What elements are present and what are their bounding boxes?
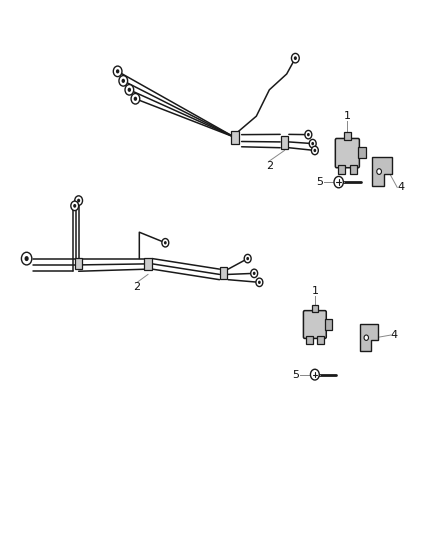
Bar — [337, 165, 344, 174]
Circle shape — [313, 149, 315, 152]
Circle shape — [376, 169, 381, 174]
Bar — [75, 259, 82, 269]
Circle shape — [306, 133, 309, 136]
Circle shape — [308, 140, 315, 148]
Circle shape — [333, 176, 343, 188]
Text: 5: 5 — [316, 177, 323, 187]
FancyBboxPatch shape — [303, 311, 325, 338]
FancyBboxPatch shape — [335, 139, 359, 168]
Circle shape — [293, 56, 296, 60]
Circle shape — [134, 96, 137, 101]
Bar — [311, 305, 318, 312]
Circle shape — [21, 252, 32, 265]
Bar — [305, 336, 312, 344]
Bar — [230, 131, 238, 144]
Polygon shape — [359, 324, 378, 351]
Bar — [280, 136, 288, 149]
Circle shape — [291, 53, 299, 63]
Bar — [349, 165, 356, 174]
Text: 2: 2 — [133, 282, 141, 292]
Circle shape — [311, 142, 313, 146]
Bar — [343, 132, 350, 140]
Text: 1: 1 — [311, 286, 318, 295]
Circle shape — [304, 131, 311, 139]
Circle shape — [121, 79, 125, 83]
Bar — [220, 268, 227, 279]
Text: 5: 5 — [292, 369, 299, 379]
Circle shape — [131, 93, 139, 104]
Bar — [316, 336, 323, 344]
Circle shape — [113, 66, 122, 77]
Circle shape — [73, 204, 76, 208]
Circle shape — [250, 269, 257, 278]
Circle shape — [162, 239, 168, 247]
FancyBboxPatch shape — [357, 147, 365, 158]
Circle shape — [25, 256, 28, 261]
Circle shape — [116, 69, 119, 74]
Circle shape — [71, 201, 78, 211]
Text: 4: 4 — [396, 182, 403, 192]
Circle shape — [77, 199, 80, 203]
Circle shape — [311, 146, 318, 155]
Text: 4: 4 — [390, 330, 397, 340]
Circle shape — [119, 76, 127, 86]
Circle shape — [74, 196, 82, 205]
Circle shape — [255, 278, 262, 287]
Text: 2: 2 — [265, 161, 272, 171]
Circle shape — [310, 369, 318, 380]
Circle shape — [258, 281, 260, 284]
Circle shape — [252, 272, 255, 275]
Circle shape — [246, 257, 248, 260]
Circle shape — [125, 85, 134, 95]
Circle shape — [127, 88, 131, 92]
FancyBboxPatch shape — [324, 319, 331, 329]
Circle shape — [163, 241, 166, 245]
Polygon shape — [371, 157, 391, 186]
Bar — [144, 257, 152, 270]
Circle shape — [363, 335, 367, 341]
Circle shape — [244, 254, 251, 263]
Text: 1: 1 — [343, 111, 350, 122]
